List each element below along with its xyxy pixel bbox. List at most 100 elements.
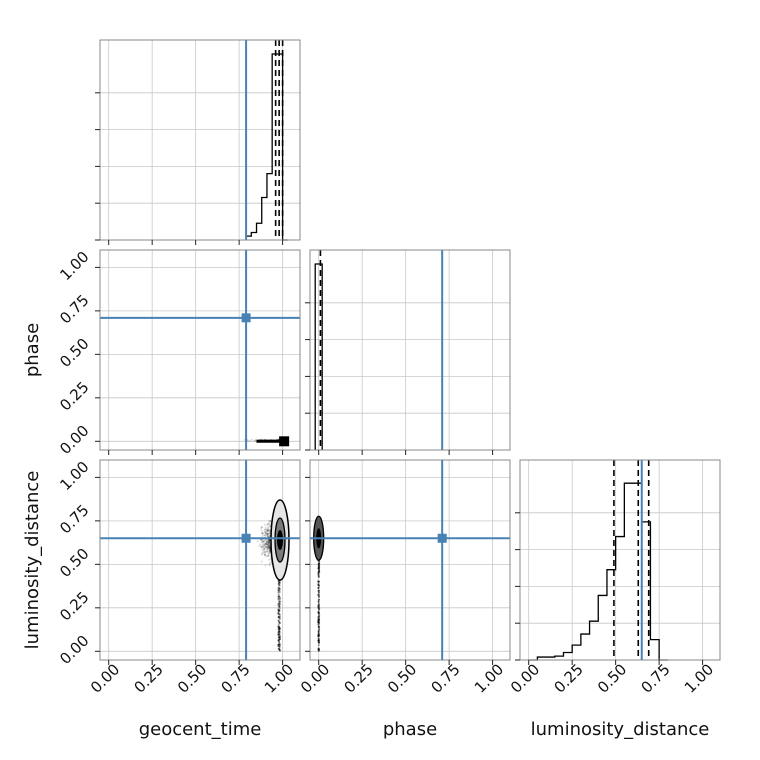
phase-lumdist-tail-point (318, 639, 321, 642)
geocent-lumdist-tail-point (278, 603, 281, 606)
geocent-lumdist-tail-point (278, 584, 281, 587)
geocent-lumdist-tail-point (277, 581, 280, 584)
geocent-lumdist-tail-point (278, 607, 281, 610)
geocent-lumdist-tail-point (278, 615, 281, 618)
geocent-lumdist-point (268, 545, 271, 548)
phase-lumdist-tail-point (317, 637, 320, 640)
geocent-lumdist-point (266, 539, 269, 542)
phase-lumdist-tail-point (317, 565, 320, 568)
geocent-lumdist-tail-point (277, 609, 280, 612)
geocent-lumdist-tail-point (278, 606, 281, 609)
geocent-lumdist-point (263, 540, 266, 543)
luminosity-distance-hist (528, 482, 668, 661)
phase-lumdist-tail-point (317, 571, 320, 574)
geocent-lumdist-tail-point (278, 635, 281, 638)
geocent-lumdist-tail-point (278, 630, 281, 633)
phase-lumdist-tail-point (317, 603, 320, 606)
phase-lumdist-tail-point (317, 626, 320, 629)
geocent-lumdist-point (266, 527, 269, 530)
geocent-lumdist-tail-point (278, 638, 281, 641)
geocent-lumdist-point (268, 549, 271, 552)
phase-lumdist-tail-point (317, 648, 320, 651)
geocent-lumdist-point (268, 546, 271, 549)
grid-layer (100, 40, 720, 660)
geocent-lumdist-point (261, 535, 264, 538)
phase-lumdist-tail-point (317, 643, 320, 646)
phase-lumdist-tail-point (317, 612, 320, 615)
phase-lumdist-tail-point (317, 575, 320, 578)
geocent-lumdist-point (265, 543, 268, 546)
geocent-lumdist-point (268, 541, 271, 544)
geocent-lumdist-point (267, 552, 270, 555)
geocent-lumdist-tail-point (277, 608, 280, 611)
phase-lumdist-tail-point (317, 593, 320, 596)
geocent-lumdist-tail-point (277, 633, 280, 636)
geocent-lumdist-tail-point (278, 649, 281, 652)
phase-lumdist-tail-point (318, 580, 321, 583)
geocent-lumdist-point (262, 545, 265, 548)
geocent-phase-point (254, 439, 257, 442)
phase-lumdist-tail-point (317, 601, 320, 604)
phase-hist (314, 263, 323, 450)
geocent-lumdist-point (264, 553, 267, 556)
phase-lumdist-tail-point (317, 635, 320, 638)
geocent-lumdist-tail-point (278, 628, 281, 631)
phase-lumdist-tail-point (317, 647, 320, 650)
geocent-lumdist-point (261, 526, 264, 529)
geocent-lumdist-point (263, 534, 266, 537)
phase-lumdist-tail-point (317, 598, 320, 601)
phase-lumdist-tail-point (317, 611, 320, 614)
phase-lumdist-tail-point (318, 598, 321, 601)
phase-lumdist-tail-point (317, 612, 320, 615)
phase-lumdist-tail-point (317, 647, 320, 650)
geocent-lumdist-point (267, 532, 270, 535)
geocent-lumdist-point (268, 545, 271, 548)
geocent-lumdist-point (264, 542, 267, 545)
geocent-lumdist-tail-point (277, 643, 280, 646)
geocent-lumdist-tail-point (278, 630, 281, 633)
phase-lumdist-tail-point (317, 649, 320, 652)
geocent-axis-xticklabel-0: 0.00 (87, 660, 123, 696)
phase-lumdist-tail-point (317, 563, 320, 566)
geocent-lumdist-point (268, 552, 271, 555)
geocent-lumdist-point (264, 564, 267, 567)
geocent-lumdist-tail-point (278, 587, 281, 590)
geocent-lumdist-point (266, 542, 269, 545)
geocent-lumdist-tail-point (278, 600, 281, 603)
geocent-lumdist-point (269, 551, 272, 554)
geocent-lumdist-tail-point (278, 602, 281, 605)
geocent-lumdist-point (268, 519, 271, 522)
geocent-lumdist-point (267, 529, 270, 532)
phase-lumdist-tail-point (318, 566, 321, 569)
geocent-lumdist-tail-point (278, 635, 281, 638)
phase-lumdist-tail-point (318, 569, 321, 572)
geocent-lumdist-point (260, 539, 263, 542)
geocent-lumdist-tail-point (277, 603, 280, 606)
geocent-lumdist-tail-point (278, 581, 281, 584)
geocent-lumdist-tail-point (277, 628, 280, 631)
geocent-lumdist-point (263, 539, 266, 542)
geocent-lumdist-tail-point (277, 619, 280, 622)
geocent-lumdist-point (266, 555, 269, 558)
geocent-lumdist-tail-point (277, 639, 280, 642)
geocent-lumdist-point (268, 543, 271, 546)
geocent-lumdist-point (261, 532, 264, 535)
geocent-lumdist-point (259, 543, 262, 546)
phase-lumdist-tail-point (318, 628, 321, 631)
geocent-lumdist-tail-point (277, 612, 280, 615)
geocent-lumdist-point (262, 546, 265, 549)
geocent-phase-point (250, 438, 253, 441)
geocent-lumdist-tail-point (278, 604, 281, 607)
geocent-lumdist-point (261, 543, 264, 546)
geocent-lumdist-tail-point (278, 609, 281, 612)
phase-lumdist-tail-point (317, 566, 320, 569)
geocent-lumdist-point (265, 545, 268, 548)
geocent-lumdist-point (261, 532, 264, 535)
phase-lumdist-tail-point (317, 600, 320, 603)
lumdist-axis-yticklabel-1: 0.25 (56, 588, 92, 624)
geocent-lumdist-point (264, 531, 267, 534)
geocent-lumdist-tail-point (278, 647, 281, 650)
geocent-lumdist-point (263, 530, 266, 533)
phase-lumdist-tail-point (317, 632, 320, 635)
